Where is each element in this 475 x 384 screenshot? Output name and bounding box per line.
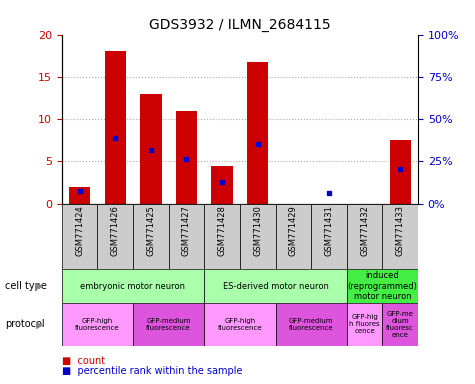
Bar — [247, 61, 268, 204]
Bar — [204, 204, 240, 269]
Text: ■  count: ■ count — [62, 356, 105, 366]
Text: induced
(reprogrammed)
motor neuron: induced (reprogrammed) motor neuron — [347, 271, 418, 301]
Text: GSM771429: GSM771429 — [289, 205, 298, 256]
Bar — [204, 303, 276, 346]
Text: cell type: cell type — [5, 281, 47, 291]
Text: protocol: protocol — [5, 319, 44, 329]
Bar — [311, 204, 347, 269]
Bar — [62, 204, 97, 269]
Bar — [347, 303, 382, 346]
Bar — [133, 204, 169, 269]
Bar — [211, 166, 233, 204]
Text: GFP-medium
fluorescence: GFP-medium fluorescence — [146, 318, 191, 331]
Text: GSM771425: GSM771425 — [146, 205, 155, 256]
Bar — [347, 204, 382, 269]
Text: ES-derived motor neuron: ES-derived motor neuron — [223, 281, 328, 291]
Bar — [204, 269, 347, 303]
Text: GSM771433: GSM771433 — [396, 205, 405, 257]
Bar — [62, 269, 204, 303]
Text: ▶: ▶ — [36, 319, 43, 329]
Text: GSM771430: GSM771430 — [253, 205, 262, 257]
Bar — [382, 303, 418, 346]
Bar — [169, 204, 204, 269]
Text: ■  percentile rank within the sample: ■ percentile rank within the sample — [62, 366, 242, 376]
Text: GFP-high
fluorescence: GFP-high fluorescence — [218, 318, 262, 331]
Bar — [382, 204, 418, 269]
Text: GSM771426: GSM771426 — [111, 205, 120, 257]
Text: GSM771432: GSM771432 — [360, 205, 369, 257]
Bar — [140, 94, 162, 204]
Text: GFP-me
dium
fluoresc
ence: GFP-me dium fluoresc ence — [386, 311, 414, 338]
Text: GSM771431: GSM771431 — [324, 205, 333, 257]
Bar — [276, 303, 347, 346]
Bar — [390, 140, 411, 204]
Bar — [62, 303, 133, 346]
Text: GFP-high
fluorescence: GFP-high fluorescence — [75, 318, 120, 331]
Bar — [276, 204, 311, 269]
Bar — [104, 51, 126, 204]
Text: GSM771427: GSM771427 — [182, 205, 191, 257]
Text: GFP-medium
fluorescence: GFP-medium fluorescence — [289, 318, 333, 331]
Title: GDS3932 / ILMN_2684115: GDS3932 / ILMN_2684115 — [149, 18, 331, 32]
Bar — [347, 269, 418, 303]
Bar — [240, 204, 276, 269]
Text: embryonic motor neuron: embryonic motor neuron — [80, 281, 186, 291]
Text: GFP-hig
h fluores
cence: GFP-hig h fluores cence — [349, 314, 380, 334]
Text: GSM771428: GSM771428 — [218, 205, 227, 257]
Text: GSM771424: GSM771424 — [75, 205, 84, 256]
Bar — [69, 187, 90, 204]
Bar — [97, 204, 133, 269]
Bar — [133, 303, 204, 346]
Bar — [176, 111, 197, 204]
Text: ▶: ▶ — [36, 281, 43, 291]
